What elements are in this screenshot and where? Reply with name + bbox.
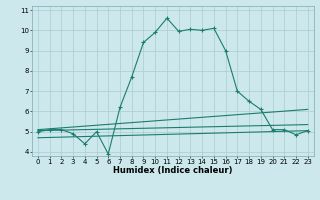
X-axis label: Humidex (Indice chaleur): Humidex (Indice chaleur) [113, 166, 233, 175]
